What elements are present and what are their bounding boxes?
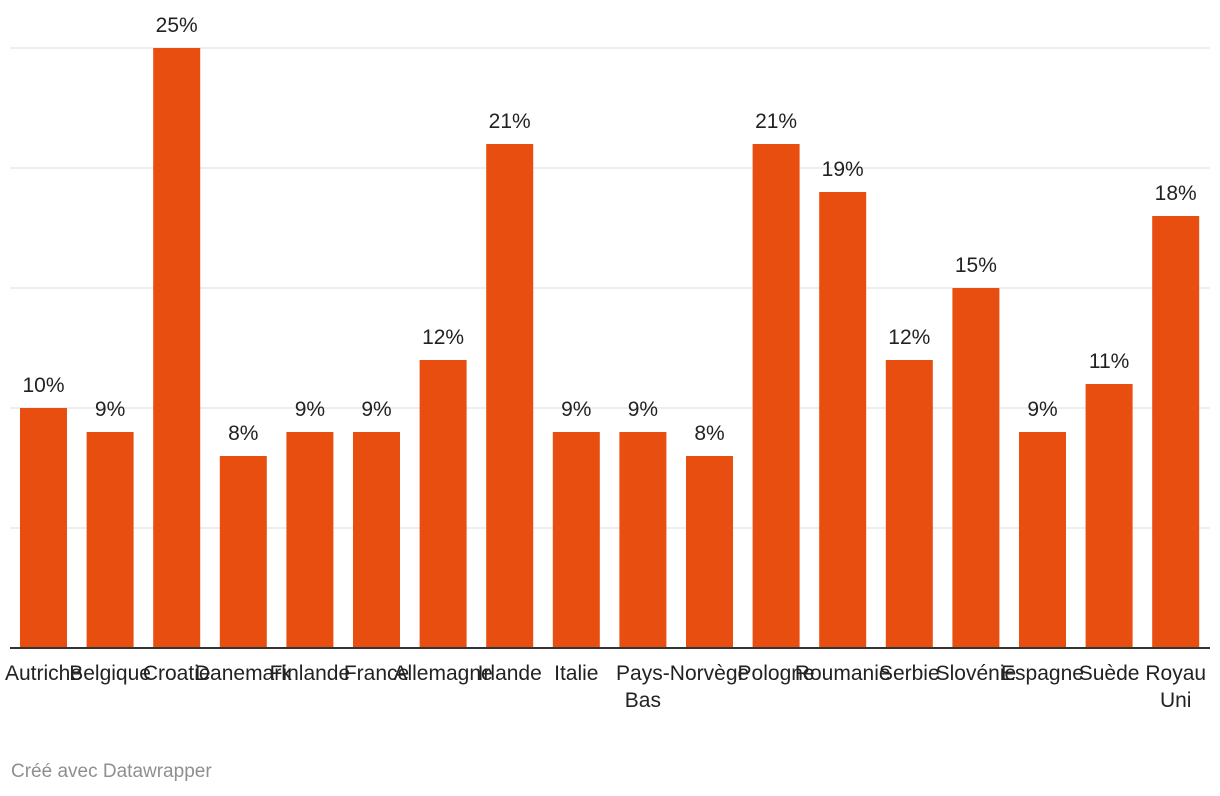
category-label-line: Pays- — [616, 662, 670, 685]
category-label: Allemagne — [393, 662, 492, 685]
bar[interactable] — [353, 432, 400, 648]
category-label-line: Finlande — [270, 662, 351, 685]
category-label: Finlande — [270, 662, 351, 685]
category-label-line: Slovénie — [936, 662, 1017, 685]
category-label: Italie — [554, 662, 598, 685]
category-label-line: Allemagne — [393, 662, 492, 685]
bar-value-label: 8% — [228, 422, 258, 445]
bar[interactable] — [952, 288, 1000, 648]
bar[interactable] — [1152, 216, 1200, 648]
category-label: Slovénie — [936, 662, 1017, 685]
bar-value-label: 9% — [628, 398, 658, 421]
category-label-line: Bas — [625, 689, 661, 712]
category-label-line: Danemark — [195, 662, 292, 685]
category-label-line: Serbie — [879, 662, 940, 685]
category-label: Suède — [1079, 662, 1140, 685]
bar-value-label: 12% — [888, 326, 930, 349]
bar-value-label: 21% — [489, 110, 531, 133]
bar[interactable] — [819, 192, 867, 648]
bar[interactable] — [219, 456, 267, 648]
bar[interactable] — [552, 432, 600, 648]
bar[interactable] — [486, 144, 534, 648]
category-label-line: Espagne — [1001, 662, 1084, 685]
category-label-line: Belgique — [69, 662, 151, 685]
category-label-line: Norvège — [670, 662, 749, 685]
bar-value-label: 12% — [422, 326, 464, 349]
category-label-line: Pologne — [738, 662, 815, 685]
value-labels: 10% 9% 25% 8% 9% 9% 12% 21% 9% 9% 8% 21% 19% 12% 15% 9%… — [22, 14, 1196, 445]
bar-value-label: 9% — [295, 398, 325, 421]
category-label: Norvège — [670, 662, 749, 685]
bar-value-label: 21% — [755, 110, 797, 133]
category-label: Croatie — [143, 662, 211, 685]
bar-value-label: 9% — [95, 398, 125, 421]
gridlines — [10, 47, 1210, 529]
category-label-line: France — [344, 662, 409, 685]
bar[interactable] — [419, 360, 467, 648]
bar-value-label: 9% — [1027, 398, 1057, 421]
category-label-line: Uni — [1160, 689, 1192, 712]
bar-value-label: 19% — [822, 158, 864, 181]
bar[interactable] — [619, 432, 667, 648]
category-label: Espagne — [1001, 662, 1084, 685]
category-label-line: Autriche — [5, 662, 82, 685]
category-label: Danemark — [195, 662, 292, 685]
category-label: Pays- Bas — [616, 662, 670, 712]
bar-value-label: 9% — [361, 398, 391, 421]
category-label-line: Suède — [1079, 662, 1140, 685]
category-label: Roumanie — [795, 662, 891, 685]
bar[interactable] — [885, 360, 933, 648]
category-label-line: Roumanie — [795, 662, 891, 685]
category-label-line: Irlande — [478, 662, 542, 685]
bar[interactable] — [153, 48, 201, 648]
category-label-line: Croatie — [143, 662, 211, 685]
bar[interactable] — [286, 432, 334, 648]
category-label-line: Royau — [1145, 662, 1206, 685]
bar[interactable] — [1019, 432, 1066, 648]
bar-value-label: 15% — [955, 254, 997, 277]
category-label-line: Italie — [554, 662, 598, 685]
bar[interactable] — [1085, 384, 1133, 648]
category-label: Irlande — [478, 662, 542, 685]
bar-value-label: 10% — [22, 374, 64, 397]
category-label: Royau Uni — [1145, 662, 1206, 712]
bar-value-label: 18% — [1155, 182, 1197, 205]
bar[interactable] — [86, 432, 134, 648]
bar[interactable] — [686, 456, 733, 648]
category-label: France — [344, 662, 409, 685]
bar-value-label: 9% — [561, 398, 591, 421]
bars — [20, 48, 1200, 648]
bar[interactable] — [752, 144, 800, 648]
category-labels: AutricheBelgiqueCroatieDanemarkFinlandeF… — [5, 662, 1206, 712]
category-label: Autriche — [5, 662, 82, 685]
category-label: Pologne — [738, 662, 815, 685]
bar-value-label: 11% — [1089, 350, 1129, 373]
bar-value-label: 8% — [694, 422, 724, 445]
bar[interactable] — [20, 408, 67, 648]
category-label: Serbie — [879, 662, 940, 685]
credit-line[interactable]: Créé avec Datawrapper — [11, 761, 212, 782]
category-label: Belgique — [69, 662, 151, 685]
bar-value-label: 25% — [156, 14, 198, 37]
